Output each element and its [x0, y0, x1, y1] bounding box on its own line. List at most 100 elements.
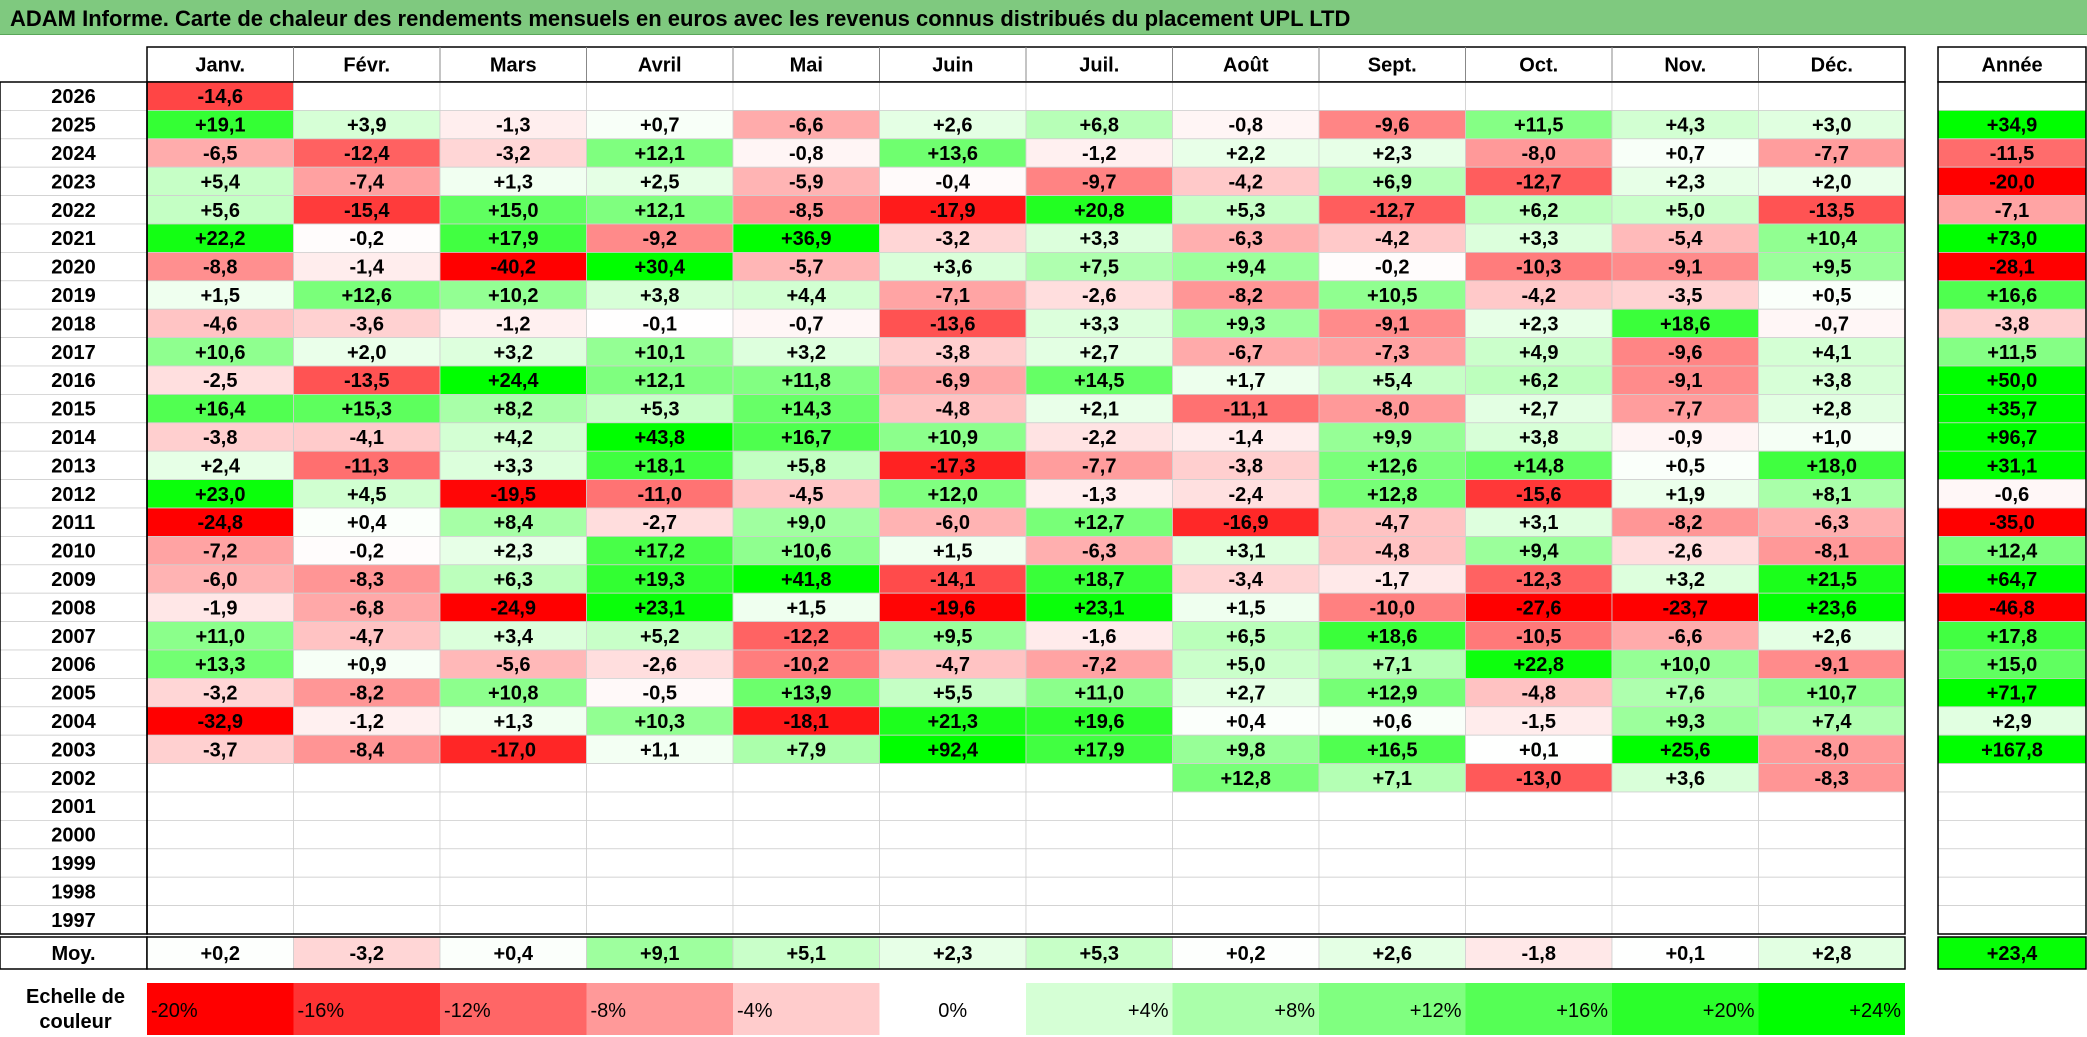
year-label-1998: 1998: [51, 881, 96, 903]
annual-value-2022: -7,1: [1995, 200, 2029, 222]
heatmap-cell: [439, 763, 587, 793]
chart-title: ADAM Informe. Carte de chaleur des rende…: [10, 6, 1351, 31]
cell-value-2020-11: +9,5: [1812, 257, 1851, 279]
cell-value-2005-1: -8,2: [350, 683, 384, 705]
cell-value-2016-8: +5,4: [1373, 370, 1413, 392]
heatmap-cell: [1758, 905, 1906, 935]
cell-value-2023-6: -9,7: [1082, 171, 1116, 193]
cell-value-2007-1: -4,7: [350, 626, 384, 648]
cell-value-2003-1: -8,4: [350, 739, 385, 761]
cell-value-2007-11: +2,6: [1812, 626, 1851, 648]
heatmap-cell: [1025, 308, 1173, 339]
heatmap-cell: [146, 223, 294, 253]
cell-value-2005-9: -4,8: [1522, 683, 1556, 705]
cell-value-2009-7: -3,4: [1229, 569, 1264, 591]
cell-value-2013-2: +3,3: [494, 455, 533, 477]
cell-value-2011-5: -6,0: [936, 512, 970, 534]
cell-value-2018-11: -0,7: [1815, 313, 1849, 335]
cell-value-2005-6: +11,0: [1074, 683, 1124, 705]
year-header-cell: [1937, 46, 2087, 83]
heatmap-cell: [1758, 337, 1906, 367]
average-value-2: +0,4: [494, 943, 534, 965]
color-scale-label-4: -4%: [737, 1000, 773, 1022]
cell-value-2015-9: +2,7: [1519, 399, 1558, 421]
cell-value-2018-5: -13,6: [930, 313, 976, 335]
cell-value-2018-8: -9,1: [1375, 313, 1409, 335]
cell-value-2021-11: +10,4: [1806, 228, 1857, 250]
heatmap-cell: [1758, 876, 1906, 907]
year-label-cell: [0, 195, 148, 225]
heatmap-cell: [293, 81, 441, 111]
cell-value-2004-9: -1,5: [1522, 711, 1556, 733]
cell-value-2021-0: +22,2: [195, 228, 246, 250]
heatmap-cell: [1611, 195, 1759, 225]
heatmap-cell: [879, 81, 1027, 111]
cell-value-2006-5: -4,7: [936, 654, 970, 676]
cell-value-2023-7: -4,2: [1229, 171, 1263, 193]
heatmap-cell: [732, 564, 880, 594]
heatmap-cell: [1611, 848, 1759, 878]
year-label-2002: 2002: [51, 768, 96, 790]
cell-value-2008-10: -23,7: [1662, 597, 1708, 619]
average-annual-value: +23,4: [1987, 943, 2038, 965]
cell-value-2017-8: -7,3: [1375, 342, 1409, 364]
cell-value-2017-5: -3,8: [936, 342, 970, 364]
cell-value-2024-0: -6,5: [203, 143, 237, 165]
annual-value-2009: +64,7: [1987, 569, 2038, 591]
cell-value-2013-4: +5,8: [787, 455, 826, 477]
heatmap-cell: [1172, 820, 1320, 850]
heatmap-cell: [1611, 564, 1759, 594]
cell-value-2012-4: -4,5: [789, 484, 823, 506]
color-scale-swatch: [1319, 983, 1466, 1035]
heatmap-cell: [1611, 110, 1759, 140]
month-header-2: Mars: [490, 55, 537, 77]
cell-value-2011-6: +12,7: [1074, 512, 1125, 534]
cell-value-2025-5: +2,6: [933, 115, 972, 137]
heatmap-cell: [1025, 820, 1173, 850]
cell-value-2011-8: -4,7: [1375, 512, 1409, 534]
heatmap-cell: [293, 138, 441, 168]
cell-value-2025-3: +0,7: [640, 115, 679, 137]
heatmap-cell: [1611, 791, 1759, 821]
cell-value-2006-0: +13,3: [195, 654, 246, 676]
annual-value-2020: -28,1: [1989, 257, 2035, 279]
heatmap-cell: [1465, 195, 1613, 225]
cell-value-2021-3: -9,2: [643, 228, 677, 250]
cell-value-2019-11: +0,5: [1812, 285, 1851, 307]
cell-value-2023-5: -0,4: [936, 171, 971, 193]
year-label-2016: 2016: [51, 370, 96, 392]
cell-value-2010-6: -6,3: [1082, 541, 1116, 563]
heatmap-cell: [1025, 564, 1173, 594]
heatmap-cell: [293, 251, 441, 282]
heatmap-cell: [439, 876, 587, 907]
heatmap-cell: [439, 706, 587, 736]
cell-value-2024-10: +0,7: [1666, 143, 1705, 165]
cell-value-2021-5: -3,2: [936, 228, 970, 250]
cell-value-2012-1: +4,5: [347, 484, 386, 506]
cell-value-2023-8: +6,9: [1373, 171, 1412, 193]
cell-value-2025-10: +4,3: [1666, 115, 1705, 137]
cell-value-2019-3: +3,8: [640, 285, 679, 307]
heatmap-cell: [1465, 166, 1613, 196]
heatmap-cell: [146, 365, 294, 395]
cell-value-2007-0: +11,0: [195, 626, 245, 648]
heatmap-cell: [1758, 110, 1906, 140]
cell-value-2014-7: -1,4: [1229, 427, 1264, 449]
annual-cell: [1937, 308, 2087, 339]
cell-value-2005-4: +13,9: [781, 683, 832, 705]
cell-value-2024-9: -8,0: [1522, 143, 1556, 165]
heatmap-cell: [586, 138, 734, 168]
cell-value-2014-11: +1,0: [1812, 427, 1851, 449]
cell-value-2018-4: -0,7: [789, 313, 823, 335]
annual-cell: [1937, 734, 2087, 765]
cell-value-2017-6: +2,7: [1080, 342, 1119, 364]
cell-value-2026-0: -14,6: [197, 86, 243, 108]
heatmap-cell: [586, 195, 734, 225]
heatmap-cell: [586, 820, 734, 850]
cell-value-2017-7: -6,7: [1229, 342, 1263, 364]
heatmap-cell: [1758, 393, 1906, 424]
cell-value-2012-7: -2,4: [1229, 484, 1264, 506]
heatmap-cell: [146, 734, 294, 765]
heatmap-cell: [1025, 450, 1173, 481]
annual-value-2012: -0,6: [1995, 484, 2029, 506]
